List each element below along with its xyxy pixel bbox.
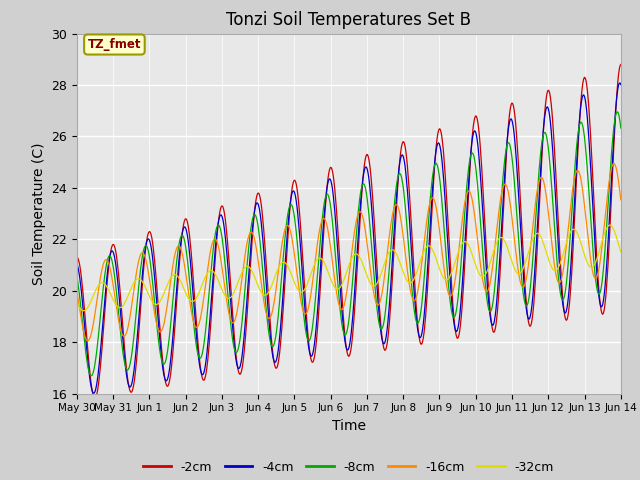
Text: TZ_fmet: TZ_fmet bbox=[88, 38, 141, 51]
Legend: -2cm, -4cm, -8cm, -16cm, -32cm: -2cm, -4cm, -8cm, -16cm, -32cm bbox=[138, 456, 559, 479]
X-axis label: Time: Time bbox=[332, 419, 366, 433]
Y-axis label: Soil Temperature (C): Soil Temperature (C) bbox=[31, 143, 45, 285]
Title: Tonzi Soil Temperatures Set B: Tonzi Soil Temperatures Set B bbox=[227, 11, 471, 29]
